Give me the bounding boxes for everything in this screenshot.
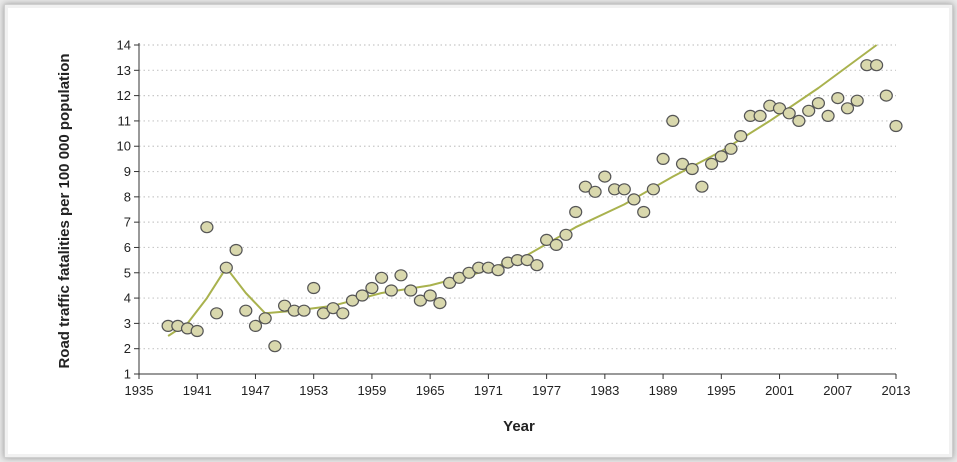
data-point [704,157,719,170]
data-point [695,180,709,193]
data-point [413,294,427,307]
data-point [792,114,806,128]
data-point [239,304,253,317]
y-tick-label: 5 [124,265,131,280]
x-tick-label: 1941 [183,383,212,398]
data-point [598,170,612,183]
data-point [365,281,379,295]
x-tick-label: 1971 [474,383,503,398]
data-point [656,152,670,165]
x-tick-label: 1935 [125,383,154,398]
x-tick-label: 1989 [649,383,678,398]
data-point [811,97,826,110]
data-point [685,162,699,176]
x-tick-label: 1995 [707,383,736,398]
data-point [578,180,593,193]
data-point [530,259,544,272]
data-point [423,289,437,302]
data-point [889,119,903,133]
y-tick-label: 2 [124,341,131,356]
data-point [646,183,661,196]
data-point [520,254,534,267]
data-point [443,276,457,289]
y-tick-label: 4 [124,291,131,306]
y-tick-label: 13 [117,63,131,78]
y-tick-label: 10 [117,139,131,154]
x-tick-label: 2013 [882,383,911,398]
data-point [404,284,418,297]
data-point [666,114,680,128]
data-point [345,294,360,307]
y-tick-label: 12 [117,88,131,103]
data-point [675,157,690,170]
y-axis-title: Road traffic fatalities per 100 000 popu… [56,53,73,368]
y-tick-label: 14 [117,38,131,53]
data-point [831,91,845,105]
data-point [433,297,447,310]
data-points [161,59,903,353]
data-point [627,193,641,206]
data-point [714,150,728,163]
data-point [462,266,476,279]
gridlines [139,44,896,350]
trend-line-group [167,44,878,337]
x-tick-label: 2007 [823,383,852,398]
data-point [355,289,369,302]
x-tick-label: 1977 [532,383,561,398]
data-point [549,238,563,251]
data-point [384,284,398,297]
y-tick-label: 6 [124,240,131,255]
data-point [879,89,893,102]
data-point [375,271,389,284]
x-tick-label: 1959 [357,383,386,398]
data-point [850,94,864,107]
data-point [219,261,233,274]
data-point [753,109,767,123]
data-point [569,205,583,219]
x-tick-label: 1983 [590,383,619,398]
data-point [559,228,573,241]
data-point [200,221,214,234]
data-point [782,107,796,120]
data-point [326,302,340,315]
y-tick-label: 1 [124,367,131,382]
data-point [316,307,330,320]
data-point [588,185,602,198]
chart-frame: 1 2 3 4 5 6 7 8 9 10 11 12 13 14 1935 1941 1947 1953 1959 1… [4,4,953,458]
data-point [248,319,263,332]
y-tick-label: 7 [124,215,131,230]
data-point [734,130,748,143]
x-tick-label: 1965 [416,383,445,398]
data-point [617,183,631,196]
x-axis-title: Year [503,418,535,435]
data-point [394,269,408,282]
y-tick-label: 11 [118,113,132,128]
data-point [258,312,272,325]
data-point [210,307,224,320]
data-point [297,304,311,317]
data-point [802,104,816,117]
y-tick-label: 3 [124,316,131,331]
data-point [190,324,204,338]
trend-line [167,44,878,337]
data-point [268,340,282,353]
x-tick-label: 1947 [241,383,270,398]
data-point [724,142,738,155]
data-point [491,264,505,277]
x-tick-label: 1953 [299,383,328,398]
data-point [336,307,350,320]
y-tick-label: 8 [124,189,131,204]
data-point [840,102,855,115]
data-point [869,59,884,72]
data-point [229,243,243,257]
data-point [307,281,321,295]
y-tick-label: 9 [124,164,131,179]
x-tick-label: 2001 [765,383,794,398]
data-point [637,205,651,219]
data-point [821,109,835,123]
